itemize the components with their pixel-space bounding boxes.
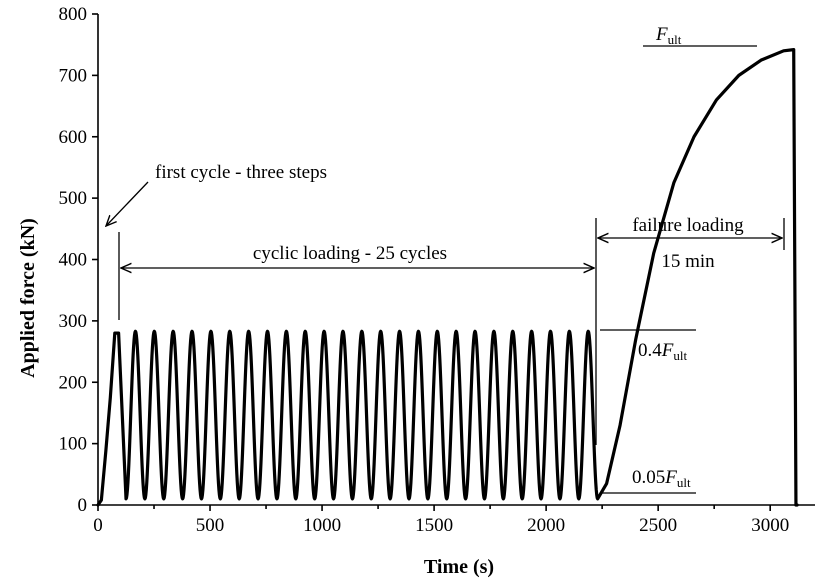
y-tick-label: 600 — [59, 127, 88, 148]
annotation-failure-duration: 15 min — [661, 251, 715, 272]
annotation-failure-loading: failure loading — [632, 215, 744, 236]
applied-force-series-line — [96, 48, 799, 507]
y-tick-label: 700 — [59, 65, 88, 86]
y-tick-label: 800 — [59, 4, 88, 25]
first-cycle-arrow — [106, 181, 149, 226]
x-tick-label: 500 — [196, 515, 225, 536]
x-tick-label: 1500 — [415, 515, 453, 536]
x-tick-label: 1000 — [303, 515, 341, 536]
label-f-ult: Fult — [655, 24, 682, 47]
y-tick-label: 500 — [59, 188, 88, 209]
y-tick-label: 100 — [59, 434, 88, 455]
label-0-05-f-ult: 0.05Fult — [632, 467, 691, 490]
x-tick-label: 3000 — [751, 515, 789, 536]
annotation-first-cycle: first cycle - three steps — [155, 162, 327, 183]
y-tick-label: 0 — [78, 495, 88, 516]
annotations — [106, 45, 785, 494]
label-0-4-f-ult: 0.4Fult — [638, 340, 687, 363]
y-axis-title: Applied force (kN) — [17, 218, 39, 378]
axis-ticks: 0 100 200 300 400 500 600 700 800 0 500 1000 1500 200… — [59, 4, 790, 536]
x-tick-label: 2500 — [639, 515, 677, 536]
y-tick-label: 300 — [59, 311, 88, 332]
y-tick-label: 200 — [59, 372, 88, 393]
x-tick-label: 2000 — [527, 515, 565, 536]
annotation-cyclic-loading: cyclic loading - 25 cycles — [253, 243, 447, 264]
x-tick-label: 0 — [93, 515, 103, 536]
y-tick-label: 400 — [59, 250, 88, 271]
x-axis-title: Time (s) — [424, 556, 494, 578]
